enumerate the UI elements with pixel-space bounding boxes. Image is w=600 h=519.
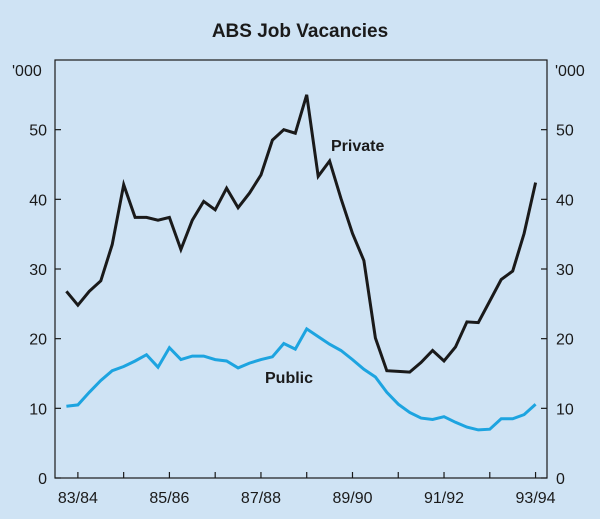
x-tick-label: 91/92 <box>424 490 464 507</box>
series-label-private: Private <box>331 138 384 155</box>
y-tick-label-right: 0 <box>556 471 565 488</box>
y-tick-label-left: 0 <box>38 471 47 488</box>
x-tick-label: 83/84 <box>58 490 98 507</box>
x-tick-label: 85/86 <box>149 490 189 507</box>
x-tick-label: 89/90 <box>332 490 372 507</box>
y-unit-right: '000 <box>555 63 585 80</box>
series-label-public: Public <box>265 370 313 387</box>
series-lines <box>65 94 538 432</box>
x-tick-label: 93/94 <box>516 490 556 507</box>
y-tick-label-right: 50 <box>556 123 574 140</box>
y-axis-ticks: 0 0 10 10 20 20 30 30 40 40 50 50 <box>29 123 574 488</box>
x-tick-label: 87/88 <box>241 490 281 507</box>
y-tick-label-left: 20 <box>29 332 47 349</box>
y-tick-label-right: 40 <box>556 192 574 209</box>
series-line-private <box>65 94 538 374</box>
series-line-public <box>66 326 537 432</box>
y-tick-label-right: 20 <box>556 332 574 349</box>
x-axis-ticks: 83/84 85/86 87/88 89/90 91/92 93/94 <box>58 472 556 507</box>
y-unit-left: '000 <box>12 63 42 80</box>
y-tick-label-left: 50 <box>29 123 47 140</box>
y-tick-label-right: 30 <box>556 262 574 279</box>
y-tick-label-left: 30 <box>29 262 47 279</box>
y-tick-label-right: 10 <box>556 401 574 418</box>
y-tick-label-left: 10 <box>29 401 47 418</box>
chart-title: ABS Job Vacancies <box>212 21 388 42</box>
y-tick-label-left: 40 <box>29 192 47 209</box>
